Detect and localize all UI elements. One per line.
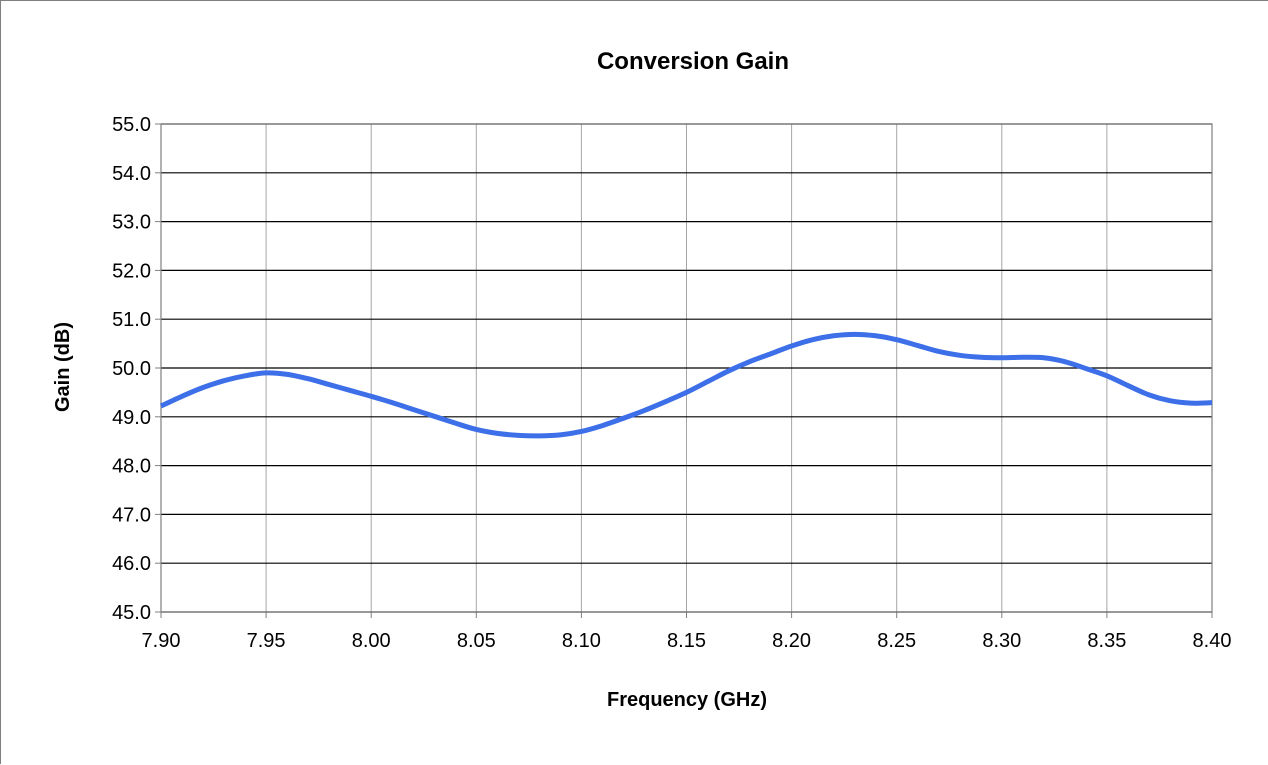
x-tick-label: 8.10 <box>562 630 601 652</box>
x-tick-label: 8.20 <box>772 630 811 652</box>
x-tick-label: 8.05 <box>457 630 496 652</box>
chart-title: Conversion Gain <box>597 48 789 75</box>
y-tick-label: 51.0 <box>112 309 151 331</box>
x-tick-label: 8.30 <box>982 630 1021 652</box>
y-tick-label: 47.0 <box>112 504 151 526</box>
tick-label-layer: 7.90 7.95 8.00 8.05 8.10 8.15 8.20 8.25 8.30 8.35… <box>112 114 1231 652</box>
y-tick-label: 54.0 <box>112 163 151 185</box>
y-axis-title: Gain (dB) <box>52 322 74 412</box>
y-tick-label: 46.0 <box>112 553 151 575</box>
series-layer <box>159 331 1213 439</box>
x-tick-label: 7.95 <box>247 630 286 652</box>
x-tick-label: 8.40 <box>1193 630 1232 652</box>
grid-layer <box>155 123 1213 618</box>
x-tick-label: 8.25 <box>877 630 916 652</box>
y-tick-label: 50.0 <box>112 358 151 380</box>
y-tick-label: 53.0 <box>112 212 151 234</box>
x-tick-label: 7.90 <box>142 630 181 652</box>
gain-series-line <box>159 331 1213 439</box>
x-axis-title: Frequency (GHz) <box>607 689 767 711</box>
x-tick-label: 8.15 <box>667 630 706 652</box>
y-tick-label: 48.0 <box>112 456 151 478</box>
x-tick-label: 8.35 <box>1087 630 1126 652</box>
y-tick-label: 52.0 <box>112 260 151 282</box>
y-tick-label: 55.0 <box>112 114 151 136</box>
plot-area-border <box>160 123 1213 613</box>
y-tick-label: 45.0 <box>112 602 151 624</box>
y-tick-label: 49.0 <box>112 407 151 429</box>
x-tick-label: 8.00 <box>352 630 391 652</box>
